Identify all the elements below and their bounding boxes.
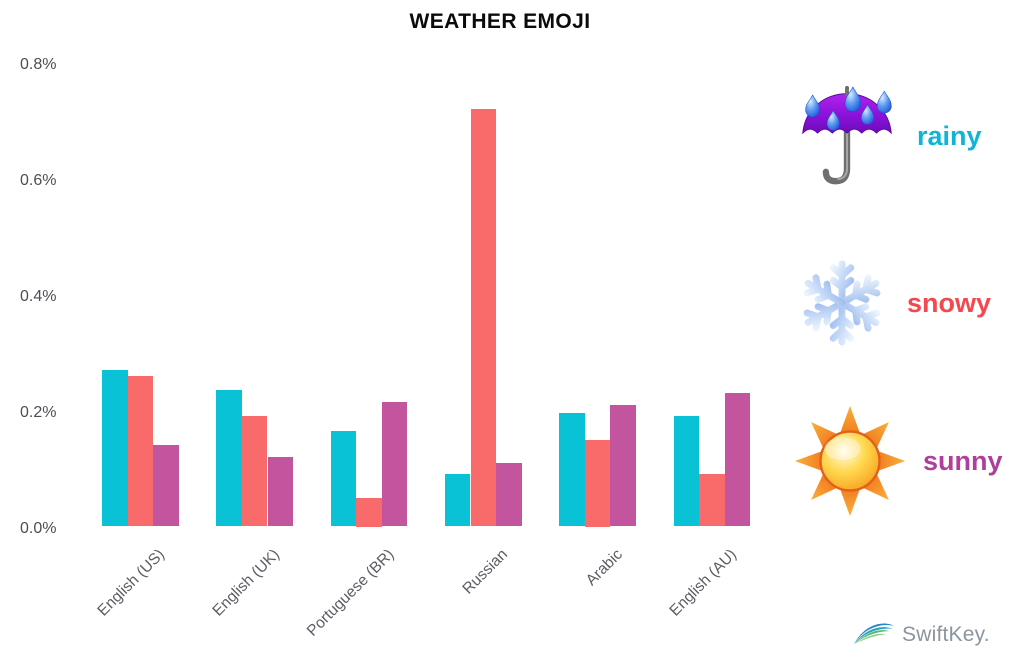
sun-emoji xyxy=(793,404,907,518)
bar-sunny-russian xyxy=(496,462,522,527)
bar-rainy-english-us xyxy=(102,369,128,527)
bar-rainy-russian xyxy=(444,474,471,527)
bar-rainy-english-au xyxy=(673,416,700,527)
swiftkey-swoosh-icon xyxy=(851,618,897,652)
bar-snowy-english-au xyxy=(699,474,725,527)
x-axis-label-english-au: English (AU) xyxy=(666,546,740,620)
x-axis-label-arabic: Arabic xyxy=(582,546,626,590)
swiftkey-logo-text: SwiftKey. xyxy=(902,623,990,646)
legend-item-rainy: rainy xyxy=(793,80,1021,192)
bar-snowy-english-us xyxy=(127,375,154,527)
y-axis-tick-label: 0.4% xyxy=(20,288,57,305)
x-axis-label-english-uk: English (UK) xyxy=(209,546,283,620)
chart-title: WEATHER EMOJI xyxy=(409,10,591,33)
bar-sunny-english-us xyxy=(153,445,179,527)
legend-label-sunny: sunny xyxy=(923,445,1003,476)
bar-sunny-english-uk xyxy=(267,456,294,527)
bar-rainy-arabic xyxy=(559,413,585,527)
x-axis-label-russian: Russian xyxy=(459,546,512,598)
bar-snowy-portuguese-br xyxy=(356,497,382,527)
legend-label-snowy: snowy xyxy=(907,287,992,318)
y-axis-tick-label: 0.8% xyxy=(20,56,57,73)
snowflake-emoji xyxy=(793,253,891,353)
x-axis-label-portuguese-br: Portuguese (BR) xyxy=(303,546,398,640)
y-axis-tick-label: 0.2% xyxy=(20,404,57,421)
bar-sunny-portuguese-br xyxy=(381,401,408,527)
swiftkey-logo: SwiftKey. xyxy=(851,618,990,652)
bar-sunny-arabic xyxy=(610,404,636,527)
legend-item-sunny: sunny xyxy=(793,405,1021,517)
bar-snowy-arabic xyxy=(584,439,611,527)
bar-rainy-portuguese-br xyxy=(330,430,357,527)
umbrella-rain-emoji xyxy=(793,81,901,191)
y-axis-tick-label: 0.6% xyxy=(20,172,57,189)
bar-snowy-english-uk xyxy=(241,416,268,527)
legend-label-rainy: rainy xyxy=(917,120,982,151)
y-axis-tick-label: 0.0% xyxy=(20,520,57,537)
bar-rainy-english-uk xyxy=(216,390,242,527)
legend-item-snowy: snowy xyxy=(793,252,1021,354)
bar-sunny-english-au xyxy=(724,393,751,527)
bar-snowy-russian xyxy=(470,108,497,527)
x-axis-label-english-us: English (US) xyxy=(94,546,169,620)
